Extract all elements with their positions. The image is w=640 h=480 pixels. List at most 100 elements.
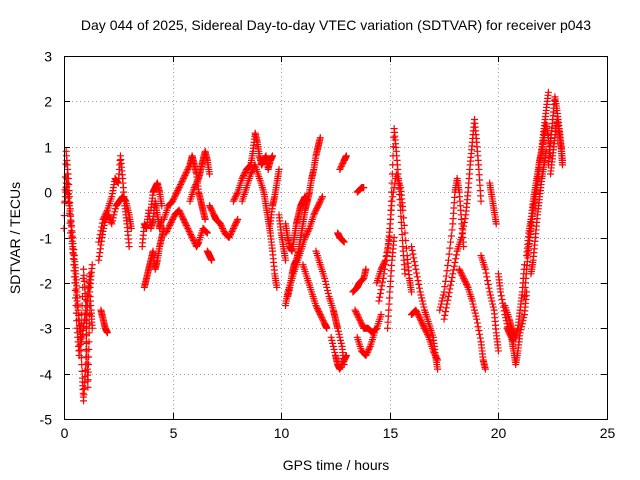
data-point (216, 220, 224, 228)
data-point (208, 206, 216, 214)
data-point (339, 159, 347, 167)
data-point (62, 160, 70, 168)
data-point (173, 188, 181, 196)
data-point (439, 294, 447, 302)
data-point (108, 220, 116, 228)
data-point (381, 258, 389, 266)
data-point (331, 348, 339, 356)
data-point (481, 365, 489, 373)
data-point (229, 224, 237, 232)
data-point (463, 280, 471, 288)
data-point (415, 312, 423, 320)
data-point (225, 234, 233, 241)
data-point (377, 286, 385, 294)
data-point (178, 178, 186, 186)
data-point (174, 187, 182, 195)
data-point (375, 297, 383, 305)
data-point (471, 306, 479, 314)
data-point (74, 300, 82, 308)
data-points (60, 88, 566, 405)
data-point (86, 270, 94, 278)
data-point (337, 362, 345, 370)
data-point (448, 274, 456, 282)
data-point (232, 218, 240, 226)
data-point (316, 311, 324, 319)
data-point (186, 229, 194, 237)
x-tick-label: 15 (383, 425, 399, 441)
data-point (473, 315, 481, 323)
data-point (337, 336, 345, 344)
data-point (182, 168, 190, 176)
data-point (66, 219, 74, 227)
data-point (321, 274, 329, 282)
data-point (207, 205, 215, 213)
data-point (415, 284, 423, 292)
data-point (318, 193, 326, 201)
data-point (461, 215, 469, 223)
x-tick-label: 25 (600, 425, 616, 441)
data-point (475, 327, 483, 335)
data-point (434, 365, 442, 373)
data-point (177, 209, 185, 217)
x-tick-label: 5 (170, 425, 178, 441)
data-point (415, 280, 423, 288)
data-point (412, 306, 420, 314)
y-tick-label: 0 (44, 185, 52, 201)
data-point (506, 330, 514, 338)
data-point (80, 385, 88, 393)
data-point (185, 164, 193, 172)
data-point (457, 270, 465, 278)
data-point (302, 232, 310, 240)
data-point (450, 262, 458, 270)
data-point (303, 229, 311, 237)
data-point (330, 345, 338, 353)
data-point (445, 289, 453, 297)
data-point (516, 329, 524, 337)
data-point (420, 303, 428, 311)
data-point (176, 182, 184, 190)
data-point (358, 320, 366, 328)
data-point (510, 338, 518, 346)
data-point (175, 184, 183, 192)
data-point (462, 279, 470, 287)
data-point (339, 359, 347, 367)
data-point (164, 224, 172, 232)
data-point (305, 226, 313, 234)
data-point (520, 314, 528, 322)
data-point (67, 229, 75, 237)
data-point (517, 326, 525, 334)
data-point (415, 314, 423, 322)
data-point (317, 312, 325, 320)
data-point (417, 291, 425, 299)
data-point (336, 365, 344, 373)
data-point (229, 197, 237, 205)
data-point (472, 312, 480, 320)
data-point (312, 206, 320, 214)
data-point (158, 202, 166, 210)
data-point (342, 152, 350, 160)
data-point (179, 215, 187, 223)
data-point (232, 193, 240, 201)
data-point (385, 300, 393, 308)
data-point (174, 185, 182, 193)
data-point (321, 277, 329, 285)
data-point (339, 237, 347, 245)
data-point (441, 283, 449, 291)
data-point (316, 199, 324, 207)
data-point (218, 223, 226, 231)
data-point (203, 229, 211, 237)
data-point (385, 294, 393, 302)
data-point (507, 333, 515, 341)
data-point (334, 327, 342, 335)
data-point (269, 152, 277, 160)
y-tick-labels: -5 -4 -3 -2 -1 0 1 2 3 (40, 49, 53, 428)
data-point (314, 202, 322, 210)
data-point (434, 356, 442, 364)
y-tick-label: -4 (40, 367, 53, 383)
data-point (410, 258, 418, 266)
data-point (183, 223, 191, 231)
data-point (273, 283, 281, 291)
data-point (460, 276, 468, 284)
data-point (241, 168, 249, 176)
